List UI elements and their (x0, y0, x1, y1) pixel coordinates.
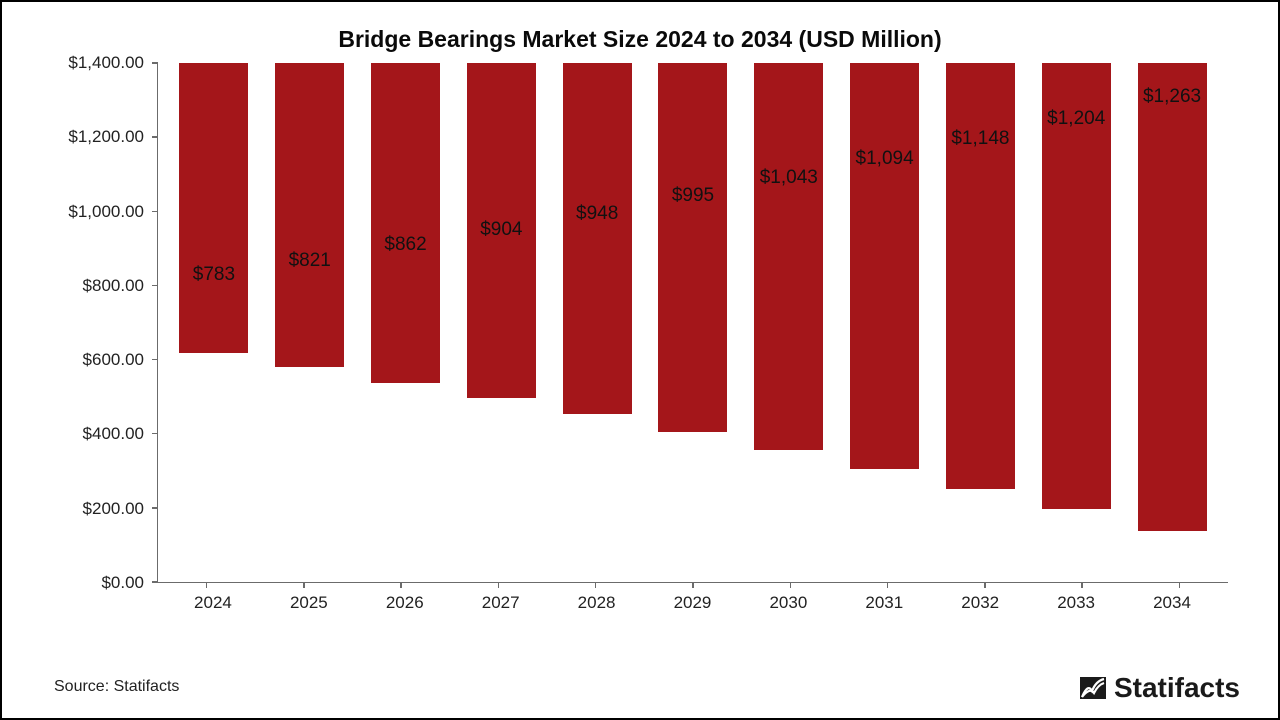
bar-slot: $995 (645, 63, 741, 582)
chart-container: Bridge Bearings Market Size 2024 to 2034… (2, 2, 1278, 718)
bar (850, 63, 919, 469)
y-tick-label: $600.00 (83, 350, 144, 370)
bar (563, 63, 632, 414)
y-tick-mark (152, 62, 158, 64)
y-axis: $0.00$200.00$400.00$600.00$800.00$1,000.… (32, 63, 152, 583)
x-axis: 2024202520262027202820292030203120322033… (157, 587, 1228, 623)
bar (1042, 63, 1111, 509)
y-tick-mark (152, 285, 158, 287)
bar (275, 63, 344, 367)
x-tick-label: 2034 (1124, 587, 1220, 623)
x-tick-label: 2027 (453, 587, 549, 623)
y-tick-mark (152, 581, 158, 583)
bar-value-label: $1,204 (1047, 108, 1105, 130)
y-tick-label: $800.00 (83, 276, 144, 296)
y-tick-label: $200.00 (83, 499, 144, 519)
bar-slot: $1,043 (741, 63, 837, 582)
bar-value-label: $1,043 (760, 167, 818, 189)
x-tick-label: 2032 (932, 587, 1028, 623)
x-tick-label: 2030 (740, 587, 836, 623)
y-tick-label: $0.00 (101, 573, 144, 593)
y-tick-label: $1,400.00 (68, 53, 144, 73)
bar (754, 63, 823, 450)
bar (946, 63, 1015, 489)
bar-slot: $783 (166, 63, 262, 582)
x-tick-label: 2033 (1028, 587, 1124, 623)
bar-slot: $821 (262, 63, 358, 582)
bars-group: $783 $821 $862 $904 $948 $995 $1,043 $1,094 $1,1… (158, 63, 1228, 582)
bar-slot: $862 (358, 63, 454, 582)
bar-value-label: $1,148 (951, 128, 1009, 150)
y-tick-label: $1,000.00 (68, 202, 144, 222)
plot-area: $783 $821 $862 $904 $948 $995 $1,043 $1,094 $1,1… (157, 63, 1228, 583)
bar-slot: $904 (453, 63, 549, 582)
y-tick-mark (152, 359, 158, 361)
bar-value-label: $862 (384, 234, 426, 256)
brand-logo: Statifacts (1078, 672, 1240, 704)
chart-title: Bridge Bearings Market Size 2024 to 2034… (32, 26, 1248, 53)
x-tick-label: 2031 (836, 587, 932, 623)
y-tick-mark (152, 211, 158, 213)
bar-slot: $948 (549, 63, 645, 582)
bar-slot: $1,263 (1124, 63, 1220, 582)
bar-value-label: $1,263 (1143, 86, 1201, 108)
y-tick-label: $1,200.00 (68, 127, 144, 147)
source-label: Source: Statifacts (54, 678, 179, 696)
bar-slot: $1,204 (1028, 63, 1124, 582)
bar-value-label: $783 (193, 264, 235, 286)
bar-value-label: $948 (576, 203, 618, 225)
brand-icon (1078, 673, 1108, 703)
x-tick-label: 2029 (645, 587, 741, 623)
bar (658, 63, 727, 432)
bar-value-label: $821 (289, 250, 331, 272)
x-tick-label: 2024 (165, 587, 261, 623)
y-tick-label: $400.00 (83, 424, 144, 444)
bar-slot: $1,148 (933, 63, 1029, 582)
bar (179, 63, 248, 353)
bar (371, 63, 440, 383)
brand-name: Statifacts (1114, 672, 1240, 704)
bar (1138, 63, 1207, 531)
y-tick-mark (152, 507, 158, 509)
bar-value-label: $904 (480, 219, 522, 241)
bar-slot: $1,094 (837, 63, 933, 582)
bar-value-label: $995 (672, 185, 714, 207)
x-tick-label: 2028 (549, 587, 645, 623)
y-tick-mark (152, 136, 158, 138)
plot-wrap: $0.00 $200.00 $400.00 $600.00 $800.00 $1,000.… (32, 63, 1248, 623)
x-tick-label: 2026 (357, 587, 453, 623)
x-tick-label: 2025 (261, 587, 357, 623)
y-tick-mark (152, 433, 158, 435)
bar-value-label: $1,094 (856, 148, 914, 170)
